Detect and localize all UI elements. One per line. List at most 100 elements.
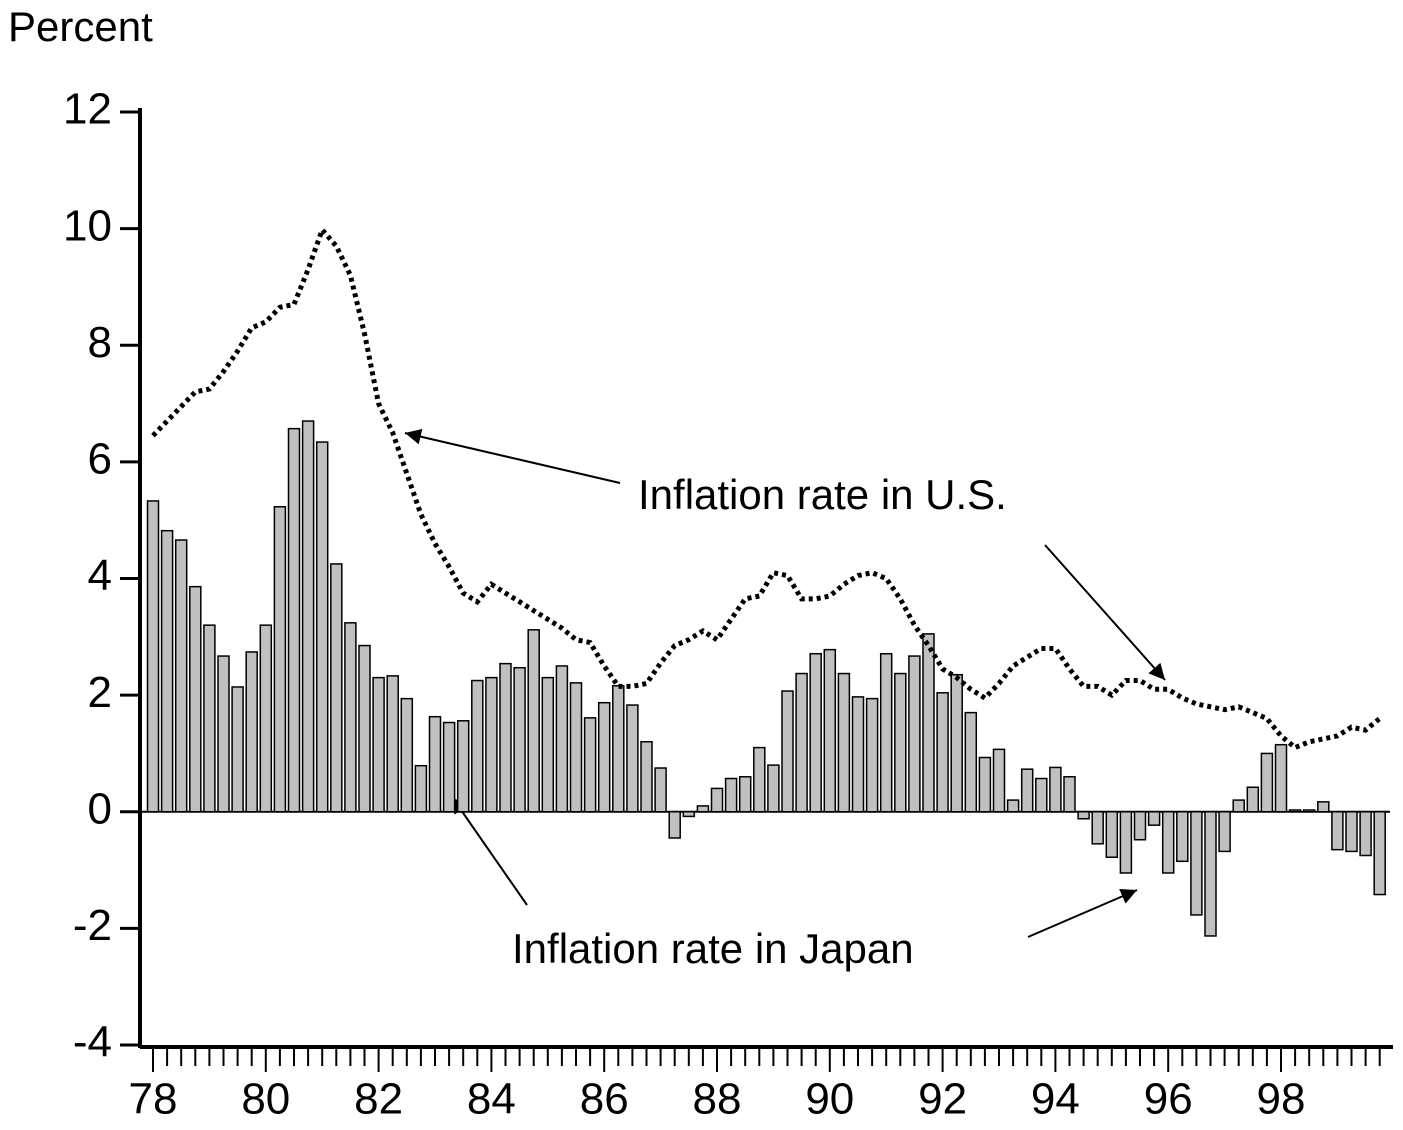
bar — [358, 644, 371, 813]
bar — [1246, 786, 1260, 813]
y-tick-label: 2 — [88, 668, 112, 717]
bar — [964, 711, 978, 813]
bar — [753, 746, 766, 813]
bar — [1119, 811, 1133, 874]
bar — [1105, 811, 1119, 858]
bar — [710, 787, 724, 813]
bar — [1035, 777, 1048, 813]
y-tick-label: 10 — [63, 201, 112, 250]
bar — [456, 720, 470, 813]
bar — [1317, 801, 1330, 813]
bar — [1077, 811, 1090, 820]
bar — [894, 672, 907, 813]
bar — [1190, 811, 1203, 916]
bar — [1133, 811, 1147, 841]
bar — [1091, 811, 1104, 845]
y-tick-label: 8 — [88, 318, 112, 367]
bar — [541, 676, 555, 813]
bar — [908, 655, 921, 813]
x-tick-label: 92 — [918, 1075, 967, 1124]
bar — [231, 686, 244, 813]
y-axis-title: Percent — [8, 3, 153, 50]
bar — [442, 721, 456, 813]
x-tick-label: 90 — [805, 1075, 854, 1124]
bar — [344, 622, 357, 813]
bar — [823, 648, 837, 813]
bar — [795, 672, 808, 813]
x-tick-label: 98 — [1257, 1075, 1306, 1124]
bar — [809, 652, 822, 813]
bar — [245, 651, 258, 813]
bar — [485, 676, 498, 813]
bar — [386, 675, 399, 813]
x-tick-label: 96 — [1144, 1075, 1193, 1124]
bar — [668, 811, 681, 839]
x-tick-label: 84 — [467, 1075, 516, 1124]
bar — [767, 764, 780, 813]
x-tick-label: 88 — [693, 1075, 742, 1124]
bar — [1331, 811, 1344, 851]
bar — [1218, 811, 1231, 853]
bar — [1049, 766, 1062, 813]
bar — [612, 685, 625, 813]
bar — [1302, 809, 1316, 813]
x-tick-label: 78 — [129, 1075, 178, 1124]
bar — [654, 767, 667, 813]
bar — [372, 676, 385, 813]
bar — [1006, 799, 1020, 813]
x-tick-label: 86 — [580, 1075, 629, 1124]
bar — [1161, 811, 1175, 874]
bar — [428, 715, 442, 813]
bar — [569, 682, 583, 813]
line — [151, 224, 1382, 751]
bar — [1063, 776, 1076, 813]
bar — [626, 704, 639, 813]
bar — [837, 672, 851, 813]
bar — [936, 692, 949, 813]
bar — [1204, 811, 1217, 937]
bar — [696, 805, 710, 813]
bar — [287, 427, 301, 813]
bar — [1147, 811, 1161, 826]
bar — [950, 673, 963, 813]
bar — [738, 776, 752, 813]
bar — [1288, 809, 1302, 813]
annotation: Inflation rate in U.S. — [638, 471, 1007, 518]
bar — [1345, 811, 1358, 853]
bar — [879, 652, 893, 813]
x-tick-label: 80 — [241, 1075, 290, 1124]
bar — [499, 662, 512, 813]
bar — [1359, 811, 1372, 857]
y-tick-label: -4 — [73, 1018, 112, 1067]
bar — [724, 777, 738, 813]
bar — [992, 748, 1006, 813]
bar — [513, 666, 526, 813]
y-tick-label: 6 — [88, 435, 112, 484]
bar — [583, 717, 597, 813]
y-tick-label: -2 — [73, 901, 112, 950]
bar — [330, 563, 343, 813]
bar — [259, 624, 273, 813]
annotation-arrow — [1027, 888, 1138, 938]
annotation-arrow — [404, 428, 621, 484]
bar — [865, 697, 879, 813]
bar — [922, 633, 935, 813]
bar — [640, 741, 653, 813]
annotation: Inflation rate in Japan — [512, 925, 914, 972]
bar — [146, 500, 160, 813]
bar — [781, 690, 794, 813]
bar — [160, 529, 174, 813]
x-tick-label: 94 — [1031, 1075, 1080, 1124]
bar — [1373, 811, 1386, 896]
y-tick-label: 12 — [63, 85, 112, 134]
bar — [471, 679, 484, 813]
bar — [414, 764, 428, 813]
bar — [1176, 811, 1189, 863]
bar — [682, 811, 696, 818]
bar — [189, 585, 202, 813]
bar — [1020, 768, 1034, 813]
bar — [527, 629, 540, 813]
bar — [597, 701, 611, 813]
bar — [174, 539, 188, 813]
